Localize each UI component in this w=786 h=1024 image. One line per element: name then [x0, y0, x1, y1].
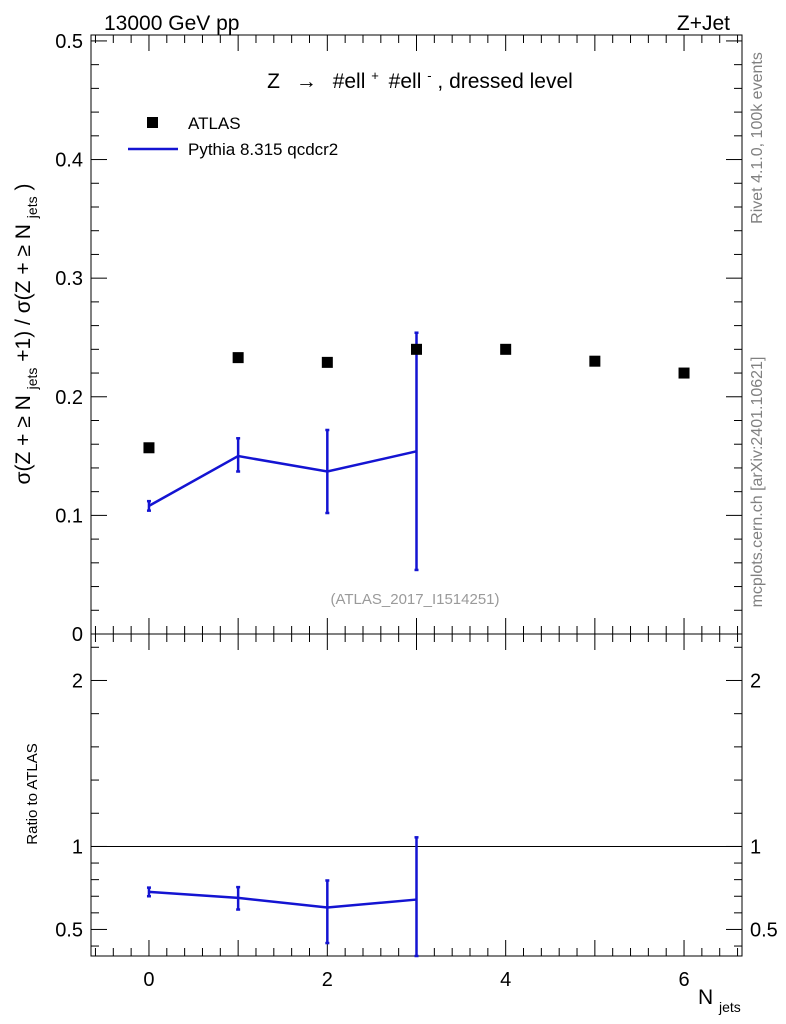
- ylabel-sub-1: jets: [24, 368, 40, 391]
- ylabel-sub-2: jets: [24, 196, 40, 219]
- ratio-y-tick-label: 1: [72, 836, 83, 858]
- legend-label-atlas: ATLAS: [188, 114, 241, 133]
- rivet-version-label: Rivet 4.1.0, 100k events: [749, 52, 766, 224]
- atlas-point: [143, 442, 155, 454]
- ratio-pythia-line: [148, 890, 417, 909]
- title-minus-sign: -: [427, 68, 431, 83]
- ratio-y-tick-label-right: 2: [750, 670, 761, 692]
- main-y-tick-label: 0: [72, 624, 83, 646]
- xlabel-main: N: [698, 986, 713, 1009]
- atlas-point: [232, 352, 244, 364]
- title-level: , dressed level: [437, 70, 572, 93]
- main-y-tick-label: 0.2: [55, 387, 83, 409]
- x-axis: 0 2 4 6: [94, 35, 739, 991]
- title-z: Z: [267, 70, 280, 93]
- ratio-y-tick-label: 2: [72, 670, 83, 692]
- x-tick-label: 0: [143, 969, 154, 991]
- header-process: Z+Jet: [677, 12, 730, 35]
- main-y-tick-label: 0.1: [55, 505, 83, 527]
- atlas-point: [678, 367, 690, 379]
- title-plus-sign: +: [371, 68, 379, 83]
- main-series: [143, 331, 690, 572]
- analysis-id-label: (ATLAS_2017_I1514251): [330, 591, 499, 608]
- main-y-tick-label: 0.5: [55, 31, 83, 53]
- mcplots-credit-label: mcplots.cern.ch [arXiv:2401.10621]: [749, 357, 766, 608]
- x-tick-label: 6: [678, 969, 689, 991]
- header-beam-energy: 13000 GeV pp: [104, 12, 239, 35]
- title-lepton-minus: #ell: [389, 70, 422, 93]
- title-lepton-plus: #ell: [333, 70, 366, 93]
- atlas-point: [321, 356, 333, 368]
- ylabel-part-2: +1) / σ(Z + ≥ N: [12, 224, 35, 362]
- x-tick-label: 4: [500, 969, 511, 991]
- atlas-point: [500, 343, 512, 355]
- main-y-tick-label: 0.3: [55, 268, 83, 290]
- main-y-axis-label: σ(Z + ≥ N jets +1) / σ(Z + ≥ N jets ): [12, 184, 42, 485]
- legend-marker-atlas: [147, 117, 158, 128]
- ratio-y-axis: 0.5 0.5 1 1 2 2: [55, 646, 778, 947]
- title-arrow: →: [296, 70, 317, 93]
- ylabel-part-3: ): [12, 184, 35, 191]
- main-y-axis: 0 0.1 0.2 0.3 0.4 0.5: [55, 31, 742, 646]
- xlabel-sub: jets: [718, 999, 741, 1015]
- ratio-y-tick-label-right: 0.5: [750, 919, 778, 941]
- ratio-y-tick-label-right: 1: [750, 836, 761, 858]
- ratio-series: [146, 836, 419, 958]
- legend: ATLAS Pythia 8.315 qcdcr2: [128, 114, 338, 159]
- x-tick-label: 2: [322, 969, 333, 991]
- atlas-point: [589, 355, 601, 367]
- x-axis-label: N jets: [698, 986, 741, 1015]
- pythia-line: [148, 450, 417, 507]
- ratio-y-axis-label: Ratio to ATLAS: [24, 743, 41, 844]
- ylabel-part-1: σ(Z + ≥ N: [12, 395, 35, 484]
- main-y-tick-label: 0.4: [55, 150, 83, 172]
- plot-title: Z → #ell + #ell - , dressed level: [267, 62, 573, 93]
- atlas-point: [411, 343, 422, 355]
- ratio-y-tick-label: 0.5: [55, 919, 83, 941]
- legend-label-pythia: Pythia 8.315 qcdcr2: [188, 140, 338, 159]
